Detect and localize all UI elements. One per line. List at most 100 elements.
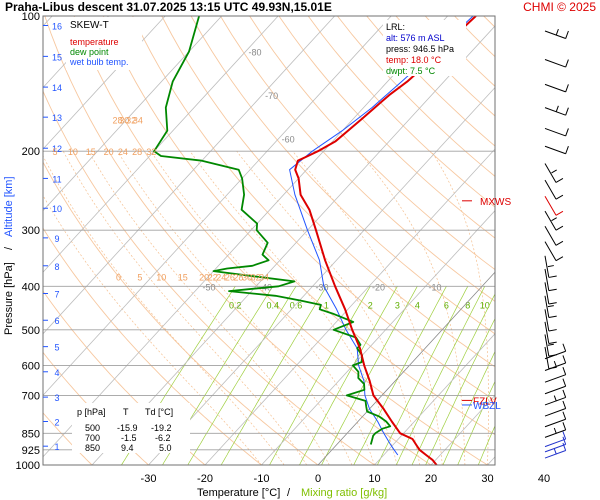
mixing-ratio-label: 8 [465, 300, 470, 310]
moist-adiabat-line [62, 151, 308, 465]
wind-barb-staff [544, 30, 566, 40]
mixing-ratio-line [321, 286, 418, 465]
chart-title: Praha-Libus descent 31.07.2025 13:15 UTC… [5, 0, 332, 14]
wind-barb-feather [562, 378, 567, 387]
mixing-ratio-label: 1 [324, 300, 329, 310]
moist-adiabat-line [43, 155, 285, 465]
theta-label-lower: 20 [199, 272, 209, 282]
wind-barb-feather [565, 128, 569, 137]
isotherm-label: -50 [203, 282, 216, 292]
wind-barb-staff [544, 321, 550, 344]
mixing-ratio-line [457, 380, 495, 465]
wind-barb-staff [544, 450, 566, 459]
dry-adiabat-line [395, 16, 495, 117]
wind-barb-feather [562, 411, 567, 420]
wind-barb-staff [544, 127, 566, 137]
wind-barb-staff [544, 350, 566, 360]
isotherm-line [43, 16, 222, 212]
wind-barb-feather [548, 329, 557, 332]
mixing-ratio-label: 0.2 [229, 300, 242, 310]
wind-barb-staff [544, 374, 566, 383]
pressure-tick-label: 500 [22, 325, 40, 337]
isotherm-line [43, 16, 166, 150]
mixing-ratio-line [187, 286, 297, 465]
isotherm-label: -70 [265, 91, 278, 101]
isotherm-line [43, 16, 335, 335]
wind-barb-feather [565, 84, 569, 93]
wind-barb-staff [544, 429, 566, 438]
dry-adiabat-line [43, 90, 375, 465]
wind-barb-feather [548, 341, 557, 345]
mixing-ratio-line [477, 424, 495, 465]
pressure-tick-label: 100 [22, 11, 40, 23]
theta-label-upper: 20 [104, 147, 114, 157]
temperature-tick-label: 30 [481, 473, 493, 485]
dry-adiabat-line [220, 16, 495, 302]
table-row-500-td: -19.2 [151, 423, 172, 433]
temperature-tick-label: 20 [425, 473, 437, 485]
theta-label-upper-right: 34 [133, 115, 143, 125]
theta-label-lower: 30 [242, 272, 252, 282]
pressure-tick-label: 300 [22, 225, 40, 237]
mixing-ratio-label: 0.4 [267, 300, 280, 310]
dry-adiabat-line [43, 412, 93, 465]
isotherm-label: -30 [316, 282, 329, 292]
legend-temperature: temperature [70, 37, 119, 47]
level-marker-label: WBZL [473, 401, 501, 412]
mixing-ratio-label: 2 [368, 300, 373, 310]
pressure-tick-label: 400 [22, 281, 40, 293]
mixing-ratio-label: 17 [522, 300, 532, 310]
wind-barb-feather [555, 240, 564, 246]
wind-barb-feather [555, 194, 564, 200]
pressure-tick-label: 600 [22, 360, 40, 372]
temperature-tick-label: 40 [538, 473, 550, 485]
wind-barb-feather [553, 360, 557, 367]
mixing-ratio-line [299, 286, 398, 465]
theta-label-upper-right: 30 [119, 115, 129, 125]
altitude-tick-label: 2 [54, 417, 59, 427]
wind-barb-feather [548, 275, 557, 278]
theta-label-upper: 10 [68, 147, 78, 157]
altitude-tick-label: 8 [54, 262, 59, 272]
mixing-ratio-label: 10 [480, 300, 490, 310]
legend-box: SKEW-T temperature dew point wet bulb te… [66, 17, 142, 70]
level-marker-label: FZLV [473, 396, 497, 407]
y-axis-title: Pressure [hPa] / Altitude [km] [3, 176, 15, 335]
legend-wet-bulb: wet bulb temp. [69, 57, 129, 67]
theta-label-lower: 22 [208, 272, 218, 282]
dry-adiabat-line [424, 16, 495, 87]
wind-barb-staff [544, 179, 557, 200]
legend-title: SKEW-T [70, 20, 109, 31]
wind-barb-feather [562, 436, 567, 445]
wind-barb-feather [562, 343, 567, 352]
wind-barb-staff [544, 282, 550, 305]
legend-dew-point: dew point [70, 47, 109, 57]
wind-barb-feather [551, 169, 557, 174]
x-axis-title: Temperature [°C] / Mixing ratio [g/kg] [197, 487, 387, 499]
mixing-ratio-label: 25 [553, 300, 563, 310]
theta-label-upper: 5 [53, 147, 58, 157]
isotherm-line [204, 148, 495, 465]
lrl-title: LRL: [386, 22, 405, 32]
theta-label-lower: 5 [137, 272, 142, 282]
wind-barb-feather [562, 366, 567, 375]
pressure-tick-label: 850 [22, 428, 40, 440]
moist-adiabat-line [189, 150, 398, 465]
sounding-profiles [153, 16, 477, 465]
theta-label-upper: 24 [118, 147, 128, 157]
wind-barbs [544, 28, 569, 459]
wind-barb-feather [555, 28, 559, 35]
theta-label-lower: 24 [216, 272, 226, 282]
theta-label-upper: 15 [86, 147, 96, 157]
lrl-dwpt: dwpt: 7.5 °C [386, 66, 436, 76]
wind-barb-staff [544, 418, 566, 428]
dry-adiabat-line [161, 16, 495, 368]
lrl-temp: temp: 18.0 °C [386, 55, 442, 65]
temperature-tick-label: -30 [141, 473, 157, 485]
wind-barb-staff [544, 145, 566, 155]
mixing-ratio-label: 6 [444, 300, 449, 310]
altitude-tick-label: 14 [52, 83, 62, 93]
wind-barb-feather [555, 210, 564, 216]
